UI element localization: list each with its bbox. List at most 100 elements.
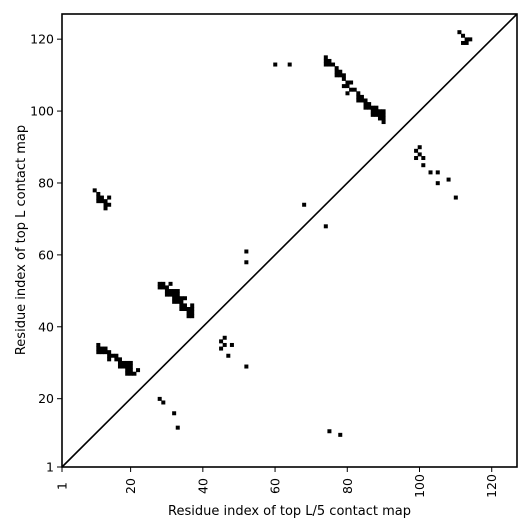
contact-cell-top-l — [125, 364, 130, 369]
contact-cell-top-l — [136, 368, 141, 373]
contact-cell-top-l — [421, 156, 426, 161]
contact-cell-top-l — [161, 285, 166, 290]
plot-frame — [61, 13, 518, 468]
contact-cell-top-l — [356, 94, 361, 99]
contact-cell-top-l — [164, 292, 169, 297]
contact-cell-top-l — [345, 80, 350, 85]
contact-cell-top-l — [461, 40, 466, 45]
contact-cell-top-l — [327, 62, 332, 67]
contact-cell-top-l — [229, 342, 234, 347]
contact-cell-top-l — [414, 148, 419, 153]
contact-cell-top-l — [186, 307, 191, 312]
contact-cell-top-l — [179, 307, 184, 312]
contact-cell-top-l — [103, 199, 108, 204]
contact-cell-top-l — [164, 285, 169, 290]
contact-cell-top-l — [381, 116, 386, 121]
contact-cell-top-l — [367, 102, 372, 107]
y-tick-label: 80 — [38, 175, 54, 190]
contact-cells — [92, 30, 473, 437]
contact-cell-top-l — [219, 346, 224, 351]
contact-cell-top-l — [107, 357, 112, 362]
contact-cell-top-l — [175, 289, 180, 294]
contact-cell-top-l — [244, 364, 249, 369]
contact-cell-top-l — [377, 116, 382, 121]
contact-cell-top-l — [182, 307, 187, 312]
contact-cell-top-l — [96, 350, 101, 355]
contact-cell-top-l — [96, 191, 101, 196]
contact-cell-top-l — [367, 105, 372, 110]
contact-cell-top-l — [377, 109, 382, 114]
contact-cell-top-l — [125, 360, 130, 365]
contact-cell-top-l — [103, 350, 108, 355]
contact-cell-top-l — [128, 368, 133, 373]
contact-cell-top-l — [99, 350, 104, 355]
x-axis-ticks: 1 20 40 60 80 100 120 — [55, 467, 499, 498]
contact-cell-top-l — [417, 152, 422, 157]
contact-cell-top-l — [179, 296, 184, 301]
contact-cell-top-l — [168, 281, 173, 286]
contact-cell-top-l — [168, 292, 173, 297]
contact-cell-top-l5 — [327, 429, 332, 434]
contact-cell-top-l — [428, 170, 433, 175]
contact-cell-top-l — [175, 296, 180, 301]
contact-cell-top-l — [103, 206, 108, 211]
contact-cell-top-l — [128, 371, 133, 376]
contact-cell-top-l — [117, 364, 122, 369]
contact-cell-top-l — [363, 105, 368, 110]
x-tick-label: 80 — [340, 478, 355, 494]
contact-cell-top-l — [370, 109, 375, 114]
contact-cell-top-l — [421, 163, 426, 168]
x-tick-label: 40 — [195, 478, 210, 494]
contact-cell-top-l5 — [157, 396, 162, 401]
contact-cell-top-l — [381, 109, 386, 114]
contact-cell-top-l — [381, 120, 386, 125]
contact-cell-top-l — [331, 62, 336, 67]
contact-cell-top-l — [453, 195, 458, 200]
contact-cell-top-l — [186, 314, 191, 319]
contact-cell-top-l — [374, 112, 379, 117]
contact-cell-top-l — [172, 292, 177, 297]
contact-cell-top-l — [461, 33, 466, 38]
contact-cell-top-l — [110, 353, 115, 358]
contact-cell-top-l — [128, 360, 133, 365]
contact-cell-top-l — [356, 91, 361, 96]
contact-cell-top-l — [349, 87, 354, 92]
contact-cell-top-l — [219, 339, 224, 344]
contact-cell-top-l — [121, 364, 126, 369]
contact-cell-top-l — [99, 199, 104, 204]
contact-cell-top-l — [168, 289, 173, 294]
contact-cell-top-l — [179, 299, 184, 304]
contact-cell-top-l — [363, 102, 368, 107]
contact-cell-top-l — [96, 199, 101, 204]
contact-cell-top-l — [121, 360, 126, 365]
contact-cell-top-l — [323, 55, 328, 60]
contact-cell-top-l — [96, 346, 101, 351]
contact-cell-top-l — [161, 281, 166, 286]
contact-cell-top-l — [381, 112, 386, 117]
contact-cell-top-l — [287, 62, 292, 67]
contact-cell-top-l — [244, 249, 249, 254]
contact-cell-top-l — [99, 346, 104, 351]
contact-cell-top-l — [117, 360, 122, 365]
contact-cell-top-l — [164, 289, 169, 294]
y-tick-label: 60 — [38, 247, 54, 262]
contact-cell-top-l — [356, 98, 361, 103]
contact-cell-top-l — [182, 296, 187, 301]
contact-cell-top-l — [107, 202, 112, 207]
contact-cell-top-l — [99, 195, 104, 200]
x-tick-label: 20 — [123, 478, 138, 494]
contact-cell-top-l — [464, 37, 469, 42]
contact-cell-top-l — [341, 73, 346, 78]
contact-cell-top-l — [128, 364, 133, 369]
contact-cell-top-l — [96, 342, 101, 347]
contact-cell-top-l5 — [172, 411, 177, 416]
contact-cell-top-l — [125, 371, 130, 376]
contact-cell-top-l — [334, 69, 339, 74]
contact-cell-top-l — [374, 105, 379, 110]
y-tick-label: 40 — [38, 319, 54, 334]
contact-cell-top-l — [374, 109, 379, 114]
contact-cell-top-l — [338, 73, 343, 78]
y-tick-label: 1 — [46, 460, 54, 475]
contact-cell-top-l — [190, 310, 195, 315]
